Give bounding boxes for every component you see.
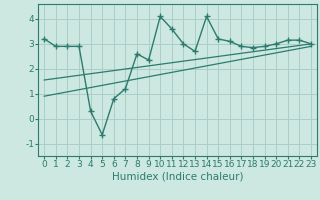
X-axis label: Humidex (Indice chaleur): Humidex (Indice chaleur) — [112, 172, 243, 182]
